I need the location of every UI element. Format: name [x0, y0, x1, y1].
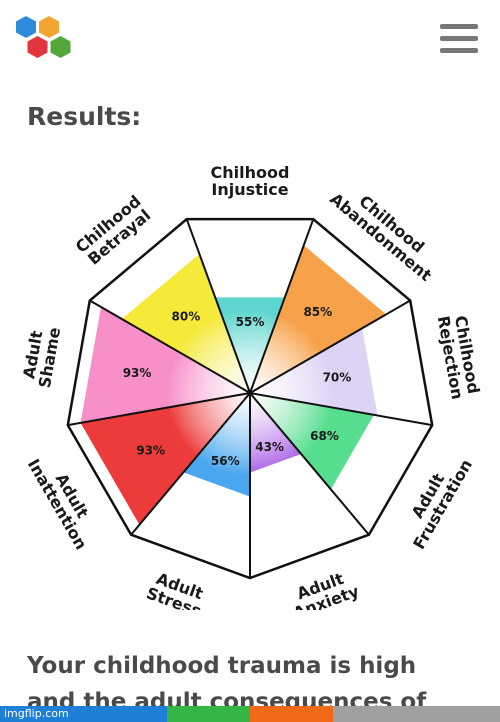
chart-value-label: 93% — [123, 366, 152, 380]
chart-spoke — [185, 218, 251, 394]
chart-category-label: AdultInattention — [24, 447, 106, 553]
chart-value-label: 93% — [136, 443, 165, 457]
chart-frame — [66, 217, 434, 580]
chart-slice — [80, 393, 250, 525]
trauma-radial-chart: 55% 85% 70% 68% 43% 56% 93% 93% 80% Chilhood Inju… — [18, 163, 484, 610]
chart-value-label: 85% — [303, 305, 332, 319]
results-heading: Results: — [27, 102, 142, 131]
chart-value-label: 68% — [310, 429, 339, 443]
footer-bar-segment — [249, 706, 334, 722]
footer-bar-segment — [416, 706, 500, 722]
chart-slice — [250, 328, 378, 416]
chart-spoke — [249, 392, 370, 536]
chart-value-label: 70% — [323, 371, 352, 385]
chart-value-label: 55% — [236, 315, 265, 329]
chart-category-label: ChilhoodAbandonment — [326, 176, 446, 285]
logo-hex-green — [50, 36, 71, 58]
chart-value-label: 80% — [172, 310, 201, 324]
logo-icon[interactable] — [12, 14, 78, 66]
footer-bar-segment — [83, 706, 167, 722]
footer-bar-segment — [333, 706, 417, 722]
chart-value-labels: 55% 85% 70% 68% 43% 56% 93% 93% 80% — [123, 305, 352, 468]
menu-line — [440, 48, 478, 53]
chart-slice — [215, 297, 285, 393]
chart-value-label: 56% — [211, 454, 240, 468]
chart-spoke — [67, 392, 251, 427]
logo-hex-orange — [39, 16, 59, 38]
chart-category-label: ChilhoodBetrayal — [72, 191, 156, 269]
logo-hex-red — [27, 36, 48, 58]
chart-slice — [183, 393, 250, 497]
chart-slices — [80, 245, 387, 525]
chart-outline — [66, 217, 434, 580]
chart-slice — [250, 393, 302, 473]
chart-value-label: 43% — [255, 440, 284, 454]
footer-color-bar — [0, 706, 500, 722]
footer-bar-segment — [166, 706, 250, 722]
chart-slice — [80, 306, 250, 423]
chart-slice — [250, 393, 374, 490]
top-bar — [0, 0, 500, 80]
chart-category-label: AdultStress — [144, 567, 210, 610]
chart-spoke — [249, 218, 315, 394]
chart-category-label: Chilhood Injustice — [211, 163, 290, 199]
chart-spoke — [249, 392, 433, 427]
footer-bar-segment — [0, 706, 84, 722]
chart-slice — [121, 253, 250, 393]
chart-category-label: AdultFrustration — [395, 447, 476, 552]
menu-line — [440, 24, 478, 29]
chart-spoke — [249, 299, 411, 394]
logo-hex-blue — [16, 16, 36, 38]
summary-line-1: Your childhood trauma is high — [27, 653, 417, 679]
chart-slice — [250, 245, 387, 393]
chart-spoke — [130, 392, 251, 536]
chart-category-label: ChilhoodRejection — [434, 311, 484, 400]
hamburger-menu-icon[interactable] — [440, 24, 478, 58]
chart-spoke — [89, 299, 251, 394]
chart-category-label: AdultShame — [18, 323, 64, 390]
chart-category-label: AdultAnxiety — [285, 565, 362, 610]
menu-line — [440, 36, 478, 41]
imgflip-watermark: imgflip.com — [4, 707, 69, 720]
